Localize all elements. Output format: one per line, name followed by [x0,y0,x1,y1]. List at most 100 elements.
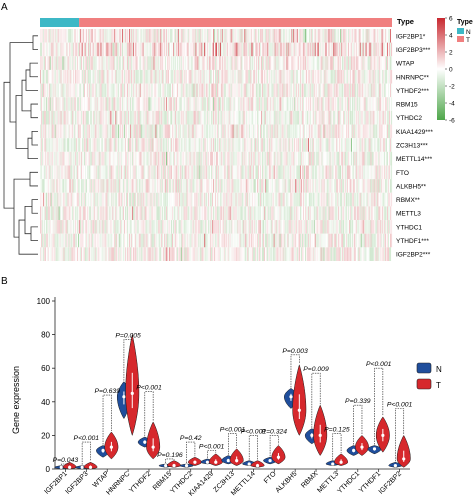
heatmap-cell [51,138,53,152]
heatmap-cell [127,138,129,152]
heatmap-cell [304,165,307,180]
heatmap-cell [354,56,356,70]
heatmap-cell [128,165,130,180]
heatmap-cell [59,138,61,152]
heatmap-cell [372,97,374,111]
heatmap-cell [385,56,387,70]
heatmap-cell [121,29,123,43]
heatmap-cell [302,97,304,111]
heatmap-cell [71,29,73,43]
heatmap-cell [163,138,165,152]
heatmap-cell [281,138,283,152]
heatmap-cell [72,110,74,125]
heatmap-cell [285,56,287,70]
heatmap-cell [333,29,335,43]
heatmap-cell [143,151,145,166]
heatmap-cell [309,138,311,152]
heatmap-cell [171,179,173,193]
heatmap-cell [185,56,187,70]
heatmap-cell [193,165,195,180]
heatmap-cell [51,165,53,180]
heatmap-cell [149,138,151,152]
heatmap-cell [147,56,149,70]
heatmap-cell [266,138,268,152]
heatmap-cell [47,56,49,70]
heatmap-cell [216,151,218,166]
heatmap-cell [188,192,190,207]
heatmap-cell [297,151,299,166]
heatmap-cell [252,206,254,221]
heatmap-cell [172,124,175,139]
heatmap-cell [134,192,136,207]
heatmap-cell [257,165,259,180]
heatmap-cell [247,151,249,166]
heatmap-cell [44,192,46,207]
heatmap-cell [311,192,313,207]
heatmap-cell [257,138,259,152]
heatmap-cell [50,42,52,57]
heatmap-cell [151,192,153,207]
heatmap-cell [263,69,265,84]
heatmap-cell [88,29,90,43]
heatmap-cell [362,29,364,43]
heatmap-cell [341,97,343,111]
heatmap-cell [175,165,177,180]
heatmap-cell [179,56,181,70]
heatmap-cell [313,179,315,193]
heatmap-cell [194,42,196,57]
heatmap-cell [321,69,323,84]
heatmap-cell [342,124,344,139]
heatmap-cell [263,192,265,207]
heatmap-cell [197,83,199,98]
heatmap-cell [40,97,43,111]
heatmap-cell [206,151,208,166]
heatmap-cell [147,138,149,152]
heatmap-cell [358,29,360,43]
heatmap-cell [141,165,143,180]
heatmap-cell [81,29,83,43]
heatmap-cell [297,29,299,43]
heatmap-cell [101,138,103,152]
heatmap-cell [203,165,205,180]
heatmap-cell [71,192,73,207]
heatmap-cell [162,165,164,180]
heatmap-cell [144,192,146,207]
heatmap-cell [84,138,87,152]
heatmap-cell [182,179,184,193]
heatmap-cell [128,165,131,180]
heatmap-cell [194,192,196,207]
heatmap-cell [301,29,303,43]
heatmap-cell [188,83,190,98]
heatmap-cell [374,69,376,84]
heatmap-cell [260,83,262,98]
heatmap-cell [201,42,203,57]
heatmap-cell [362,138,364,152]
heatmap-cell [250,206,252,221]
heatmap-cell [329,97,331,111]
heatmap-cell [304,97,306,111]
heatmap-cell [307,165,309,180]
heatmap-cell [122,110,124,125]
heatmap-cell [186,97,188,111]
heatmap-cell [274,179,276,193]
heatmap-cell [281,29,283,43]
heatmap-cell [125,83,127,98]
heatmap-cell [157,56,159,70]
heatmap-cell [118,206,120,221]
heatmap-cell [291,179,293,193]
heatmap-cell [216,138,218,152]
heatmap-cell [84,69,86,84]
heatmap-cell [216,110,219,125]
heatmap-cell [202,192,204,207]
heatmap-cell [43,165,45,180]
heatmap-cell [147,151,149,166]
heatmap-cell [295,192,297,207]
heatmap-cell [53,110,55,125]
heatmap-cell [172,97,175,111]
heatmap-cell [290,56,292,70]
heatmap-cell [49,110,51,125]
heatmap-cell [169,192,171,207]
heatmap-cell [151,179,153,193]
heatmap-cell [282,110,284,125]
heatmap-cell [284,97,286,111]
